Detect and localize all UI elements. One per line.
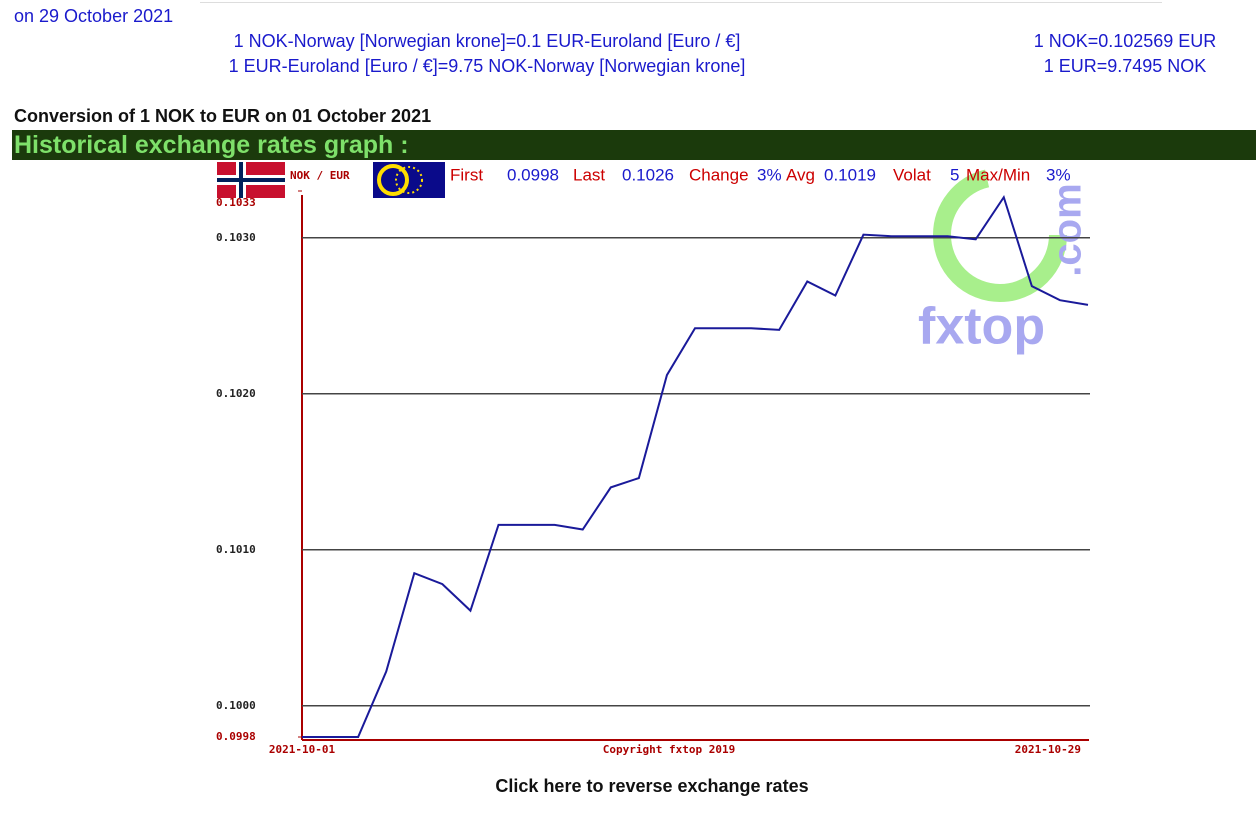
x-tick-label: 2021-10-01 — [269, 743, 336, 756]
stat-label: Max/Min — [966, 165, 1030, 184]
pair-label: NOK / EUR — [290, 169, 350, 182]
y-tick-label: 0.1030 — [216, 231, 256, 244]
date: on 29 October 2021 — [14, 6, 174, 26]
logo-ring — [933, 168, 1067, 302]
stat-value: 3% — [757, 165, 782, 184]
eur-flag — [373, 162, 445, 198]
rate-text: 1 NOK-Norway [Norwegian krone]=0.1 EUR-E… — [233, 31, 741, 51]
section-title: Historical exchange rates graph : — [14, 131, 409, 159]
stat-value: 0.0998 — [507, 165, 559, 184]
stat-value: 3% — [1046, 165, 1071, 184]
rate-text: 1 EUR-Euroland [Euro / €]=9.75 NOK-Norwa… — [228, 56, 746, 76]
stat-label: Change — [689, 165, 749, 184]
rule — [200, 2, 1162, 3]
rate-text: 1 EUR=9.7495 NOK — [1043, 56, 1207, 76]
reverse-link[interactable]: Click here to reverse exchange rates — [495, 776, 809, 796]
stat-label: Avg — [786, 165, 815, 184]
watermark: .com — [1046, 183, 1090, 276]
stat-value: 0.1019 — [824, 165, 876, 184]
x-tick-label: 2021-10-29 — [1015, 743, 1081, 756]
watermark: fxtop — [918, 298, 1045, 356]
y-tick-label: 0.1033 — [216, 196, 256, 209]
conversion-title: Conversion of 1 NOK to EUR on 01 October… — [14, 106, 432, 126]
nok-flag — [217, 162, 285, 198]
stat-value: 5 — [950, 165, 959, 184]
y-tick-label: 0.0998 — [216, 730, 256, 743]
rate-text: 1 NOK=0.102569 EUR — [1033, 31, 1217, 51]
copyright: Copyright fxtop 2019 — [603, 743, 735, 756]
y-tick-label: 0.1020 — [216, 387, 256, 400]
stat-value: 0.1026 — [622, 165, 674, 184]
stat-label: First — [450, 165, 483, 184]
stat-label: Last — [573, 165, 605, 184]
rate-line — [302, 194, 1089, 738]
section-bar: Historical exchange rates graph : — [12, 130, 1256, 160]
y-tick-label: 0.1010 — [216, 543, 256, 556]
stat-label: Volat — [893, 165, 931, 184]
y-tick-label: 0.1000 — [216, 699, 256, 712]
